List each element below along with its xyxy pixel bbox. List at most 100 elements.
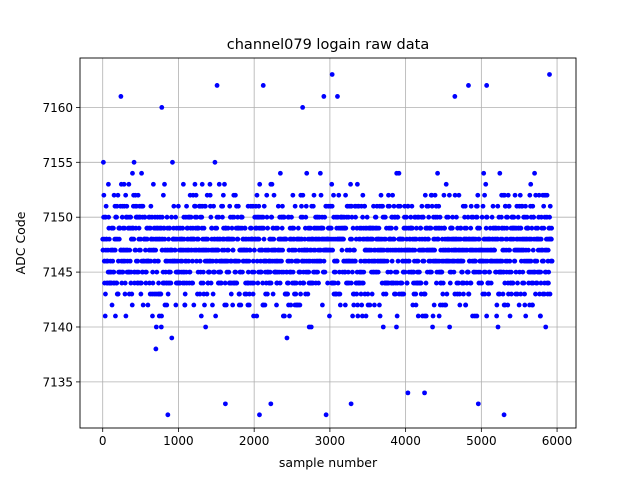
data-point [389,225,394,231]
data-point [331,192,336,198]
data-point [254,192,260,198]
data-point [499,258,505,264]
data-point [329,181,335,187]
data-point [212,269,217,275]
data-point [538,236,544,242]
data-point [417,269,422,275]
data-point [135,269,141,275]
data-point [358,258,364,264]
data-point [484,83,490,88]
data-point [175,203,181,209]
data-point [505,192,511,198]
data-point [112,247,118,253]
data-point [153,346,159,352]
data-point [431,302,437,308]
data-point [430,313,436,319]
data-point [522,291,527,297]
data-point [317,170,323,176]
data-point [520,269,526,275]
data-point [210,258,216,264]
data-point [150,269,156,275]
data-point [122,291,128,297]
data-point [511,214,517,220]
data-point [341,236,346,242]
data-point [109,302,115,308]
data-point [250,291,256,297]
data-point [396,170,402,176]
data-point [308,225,313,231]
data-point [337,291,343,297]
data-point [477,225,483,231]
data-point [123,313,129,319]
data-point [114,214,119,220]
data-point [128,280,134,286]
data-point [404,214,409,220]
data-point [388,269,394,275]
x-axis-label: sample number [279,455,378,470]
data-point [156,280,162,286]
data-point [429,203,435,209]
data-point [365,291,371,297]
data-point [166,236,171,242]
data-point [129,291,135,297]
data-point [171,203,177,209]
data-point [316,280,321,286]
data-point [348,181,353,187]
data-point [541,225,547,231]
data-point [334,258,340,264]
data-point [150,181,156,187]
data-point [409,225,415,231]
data-point [208,214,214,220]
data-point [421,258,427,264]
data-point [343,192,348,198]
data-point [435,170,440,176]
data-point [303,203,309,209]
data-point [194,258,199,264]
data-point [547,203,553,209]
data-point [231,214,237,220]
data-point [330,247,336,253]
data-point [468,280,474,286]
data-point [408,214,414,220]
data-point [405,390,411,396]
data-point [110,258,116,264]
data-point [547,214,552,220]
data-point [113,313,118,319]
data-point [380,203,385,209]
data-point [484,313,490,319]
y-tick-label: 7160 [42,101,73,115]
data-point [322,269,328,275]
data-point [405,203,411,209]
data-point [383,236,388,242]
data-point [100,159,106,165]
data-point [468,203,474,209]
data-point [339,247,345,253]
data-point [298,291,303,297]
data-point [549,258,555,264]
data-point [279,225,285,231]
data-point [418,225,424,231]
data-point [530,203,536,209]
data-point [413,291,419,297]
data-point [494,313,500,319]
data-point [517,192,523,198]
data-point [422,390,427,396]
data-point [516,302,522,308]
data-point [383,291,389,297]
data-point [279,258,284,264]
data-point [512,192,518,198]
data-point [162,236,168,242]
data-point [195,236,201,242]
data-point [528,181,534,187]
data-point [543,324,549,330]
data-point [384,258,390,264]
data-point [332,269,338,275]
data-point [447,324,453,330]
data-point [210,291,216,297]
data-point [501,412,507,418]
data-point [268,401,274,407]
data-point [350,313,356,319]
data-point [507,247,512,253]
data-point [291,225,297,231]
